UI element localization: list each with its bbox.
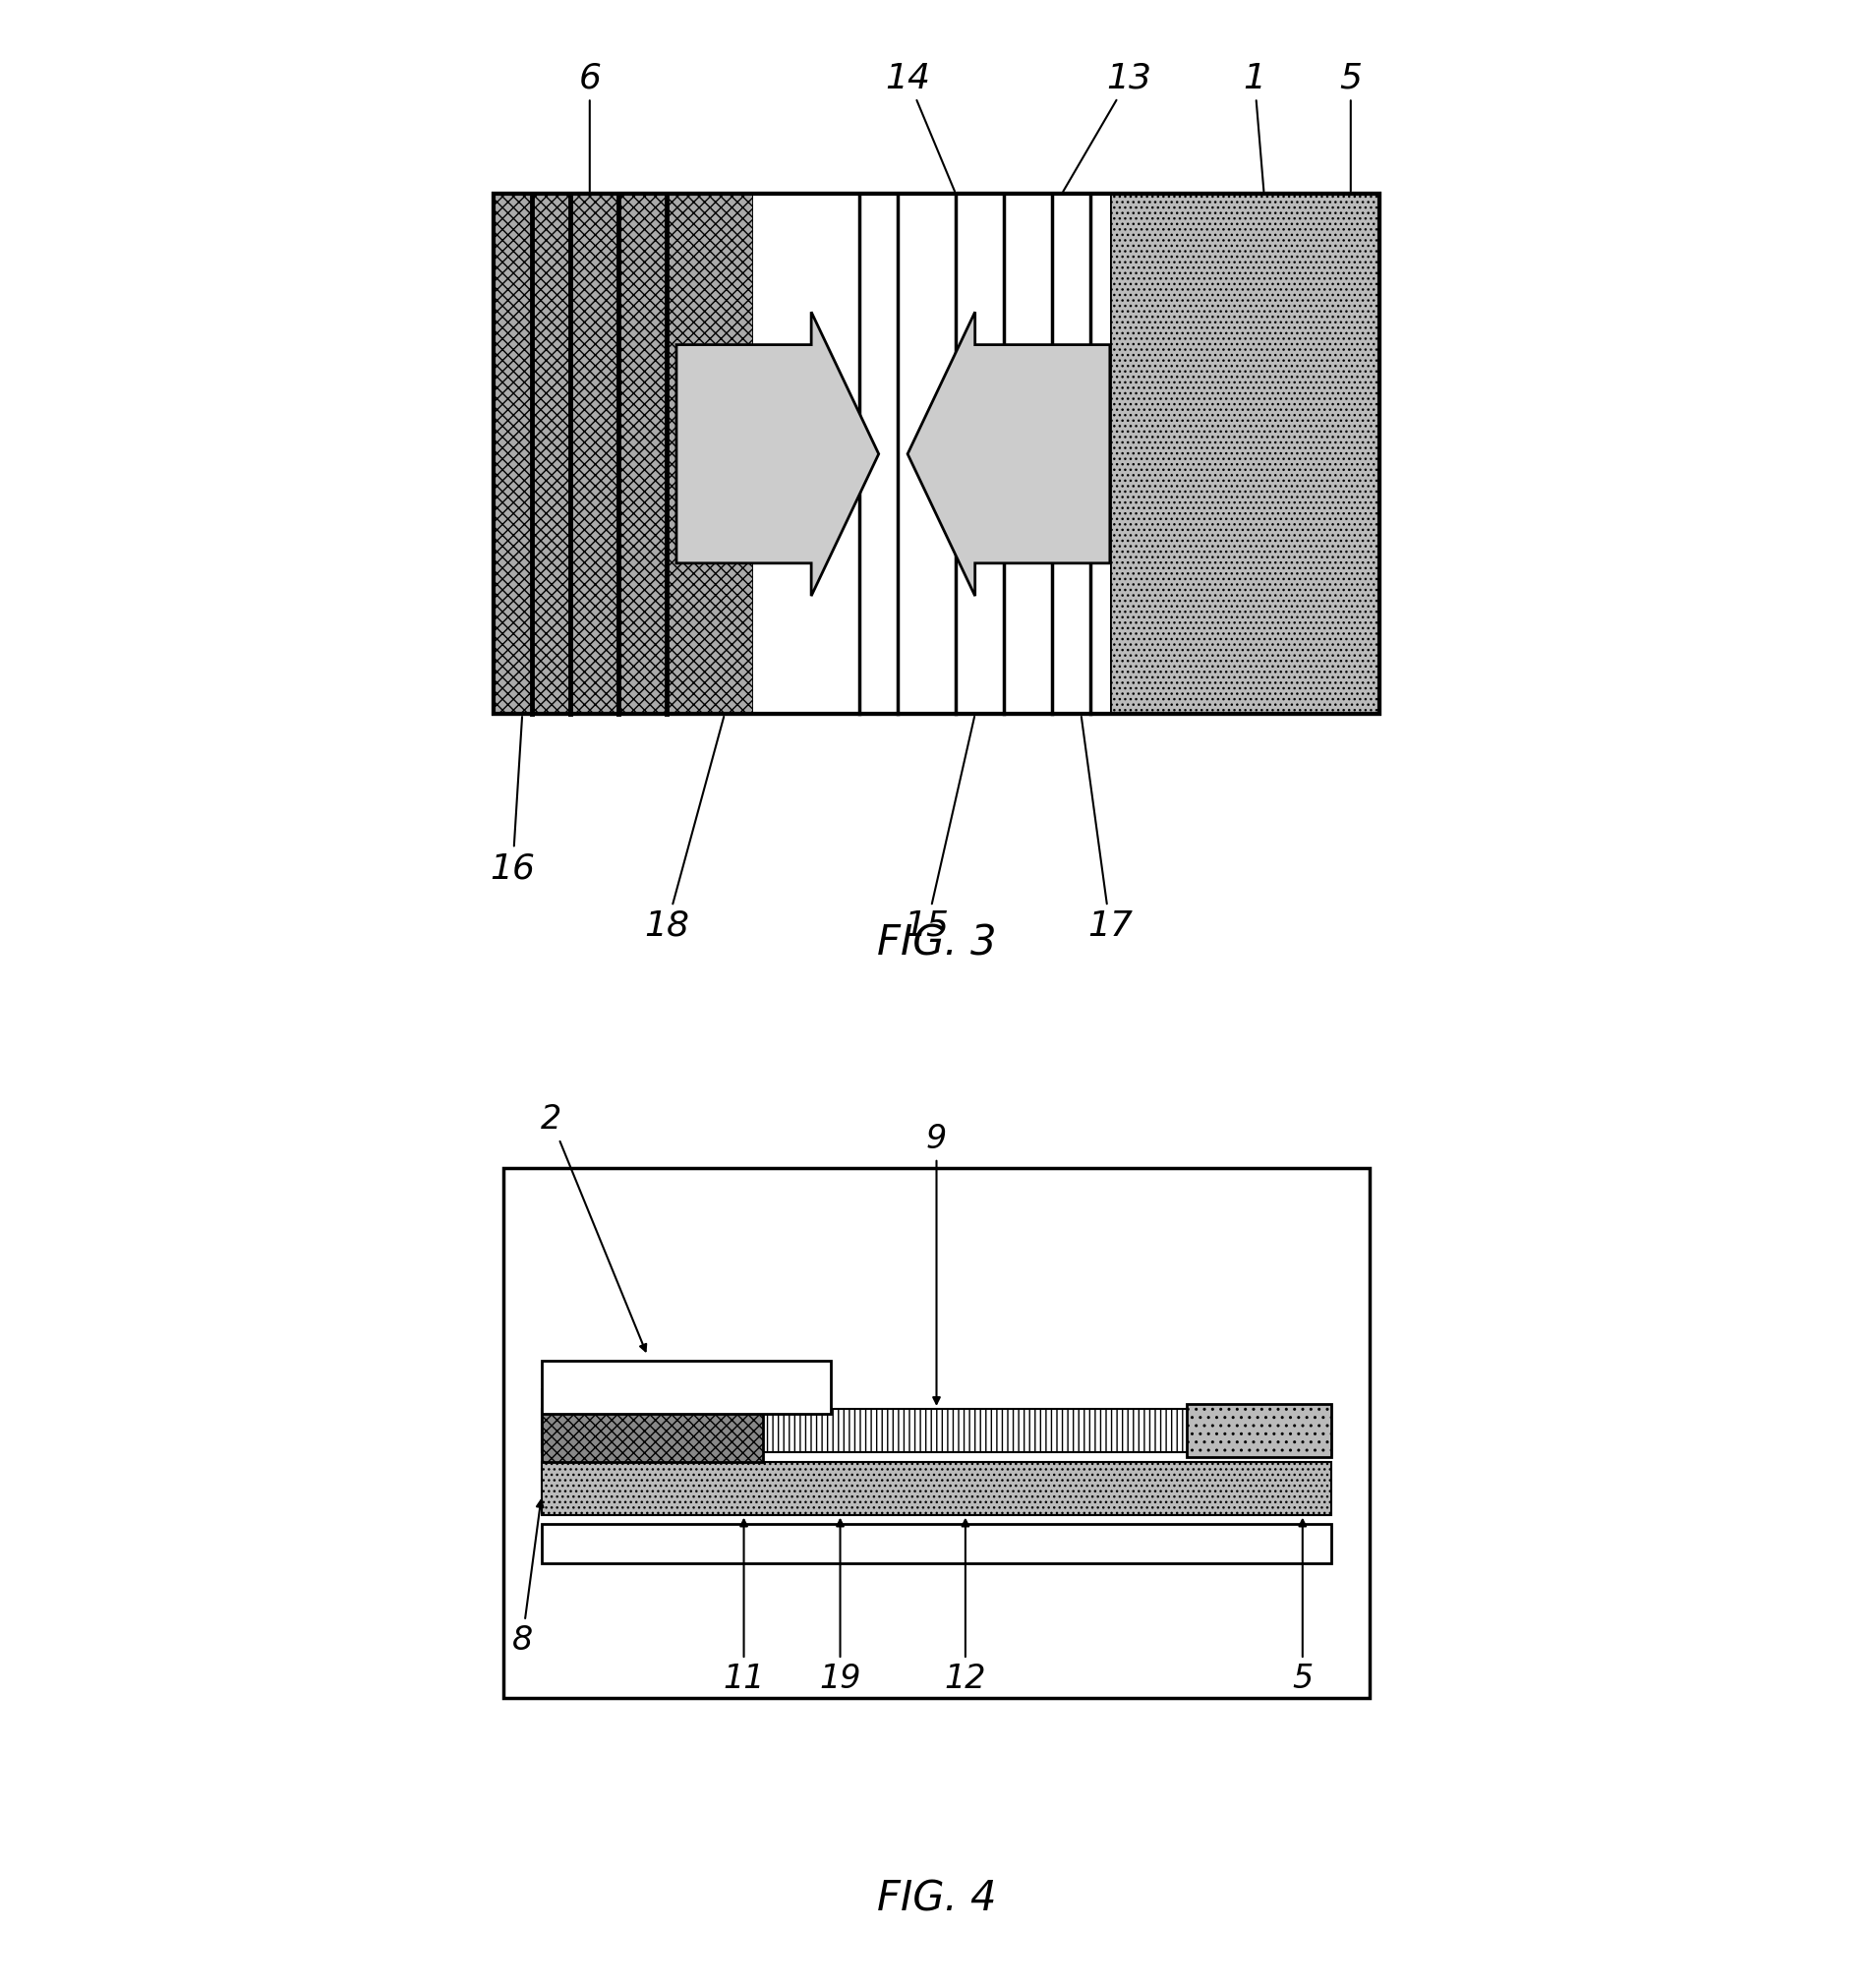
- Text: 14: 14: [884, 62, 955, 191]
- Bar: [493, 195, 753, 714]
- Text: 12: 12: [944, 1519, 987, 1694]
- Text: FIG. 4: FIG. 4: [877, 1879, 996, 1918]
- Text: 16: 16: [491, 718, 536, 885]
- Text: 2: 2: [541, 1103, 646, 1352]
- Bar: [1111, 195, 1380, 714]
- Bar: [541, 1461, 1332, 1515]
- Text: FIG. 3: FIG. 3: [877, 922, 996, 964]
- Text: 6: 6: [579, 62, 601, 191]
- Text: 18: 18: [644, 718, 723, 942]
- Text: 5: 5: [1292, 1519, 1313, 1694]
- Text: 11: 11: [723, 1519, 764, 1694]
- Bar: [493, 195, 1380, 714]
- Bar: [541, 1525, 1332, 1563]
- Text: 15: 15: [905, 718, 974, 942]
- Text: 13: 13: [1064, 62, 1152, 191]
- Bar: [541, 1390, 762, 1461]
- Bar: [753, 195, 1111, 714]
- FancyArrow shape: [908, 312, 1111, 596]
- FancyArrow shape: [676, 312, 878, 596]
- Text: 17: 17: [1081, 718, 1133, 942]
- Text: 1: 1: [1244, 62, 1266, 191]
- Text: 19: 19: [819, 1519, 862, 1694]
- Text: 9: 9: [925, 1123, 948, 1404]
- Text: 8: 8: [511, 1501, 543, 1656]
- Bar: [493, 195, 1380, 714]
- Text: 5: 5: [1339, 62, 1362, 191]
- Bar: [1187, 1404, 1332, 1457]
- Bar: [504, 1169, 1369, 1698]
- Bar: [541, 1360, 830, 1413]
- Bar: [541, 1409, 1332, 1451]
